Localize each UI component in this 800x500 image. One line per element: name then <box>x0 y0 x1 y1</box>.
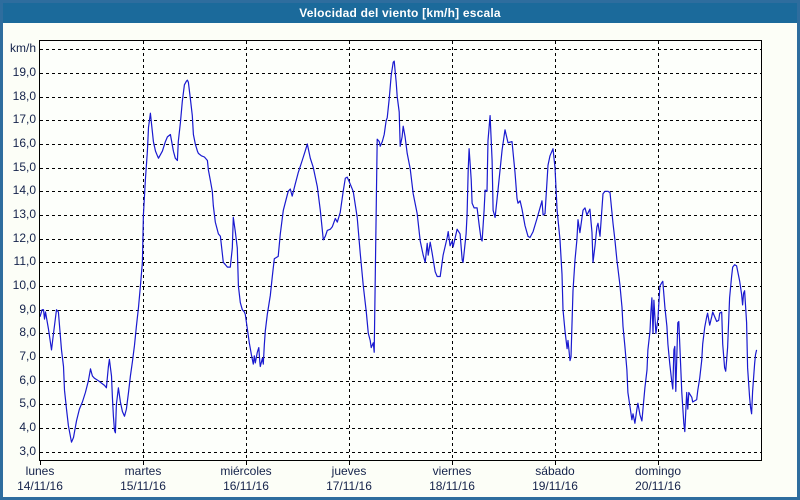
day-name: viernes <box>432 464 472 478</box>
y-tick-label: 7,0 <box>19 349 36 364</box>
y-tick-label: 15,0 <box>12 159 36 174</box>
chart-title: Velocidad del viento [km/h] escala <box>299 6 501 20</box>
y-tick-label: 17,0 <box>12 112 36 127</box>
y-tick-label: 4,0 <box>19 420 36 435</box>
y-tick-label: 6,0 <box>19 372 36 387</box>
day-name: domingo <box>634 464 682 478</box>
y-tick-label: 18,0 <box>12 88 36 103</box>
y-tick-label: 16,0 <box>12 135 36 150</box>
y-tick-label: 5,0 <box>19 396 36 411</box>
x-axis-tick <box>658 461 659 465</box>
wind-speed-series <box>40 60 758 443</box>
y-tick-label: 9,0 <box>19 301 36 316</box>
day-date: 17/11/16 <box>326 479 372 493</box>
y-tick-label: 13,0 <box>12 206 36 221</box>
day-date: 18/11/16 <box>429 479 475 493</box>
title-bar: Velocidad del viento [km/h] escala <box>3 3 797 23</box>
x-axis-tick <box>349 461 350 465</box>
y-tick-label: 19,0 <box>12 64 36 79</box>
day-name: jueves <box>331 464 367 478</box>
y-tick-label: 11,0 <box>13 254 36 269</box>
x-axis-tick <box>555 461 556 465</box>
x-day-label: martes 15/11/16 <box>120 464 166 494</box>
x-axis-tick <box>246 461 247 465</box>
x-day-label: domingo 20/11/16 <box>635 464 681 494</box>
x-day-label: miércoles 16/11/16 <box>220 464 271 494</box>
day-date: 14/11/16 <box>17 479 63 493</box>
day-name: sábado <box>535 464 575 478</box>
y-tick-label: 10,0 <box>12 278 36 292</box>
day-name: miércoles <box>220 464 272 478</box>
y-axis-unit-label: km/h <box>9 41 36 56</box>
x-day-label: sábado 19/11/16 <box>532 464 578 494</box>
x-day-label: lunes 14/11/16 <box>17 464 63 494</box>
x-axis-tick <box>143 461 144 465</box>
day-date: 15/11/16 <box>120 479 166 493</box>
y-tick-label: 14,0 <box>12 183 36 198</box>
x-day-label: jueves 17/11/16 <box>326 464 372 494</box>
y-tick-label: 12,0 <box>12 230 36 245</box>
wind-speed-line-chart <box>40 41 761 460</box>
day-date: 16/11/16 <box>223 479 269 493</box>
day-name: lunes <box>25 464 55 478</box>
day-date: 19/11/16 <box>532 479 578 493</box>
y-tick-label: 3,0 <box>19 443 36 458</box>
x-axis-tick <box>452 461 453 465</box>
x-axis-tick <box>40 461 41 465</box>
day-date: 20/11/16 <box>635 479 681 493</box>
day-name: martes <box>124 464 162 478</box>
y-tick-label: 8,0 <box>19 325 36 340</box>
x-day-label: viernes 18/11/16 <box>429 464 475 494</box>
plot-area <box>39 40 762 461</box>
